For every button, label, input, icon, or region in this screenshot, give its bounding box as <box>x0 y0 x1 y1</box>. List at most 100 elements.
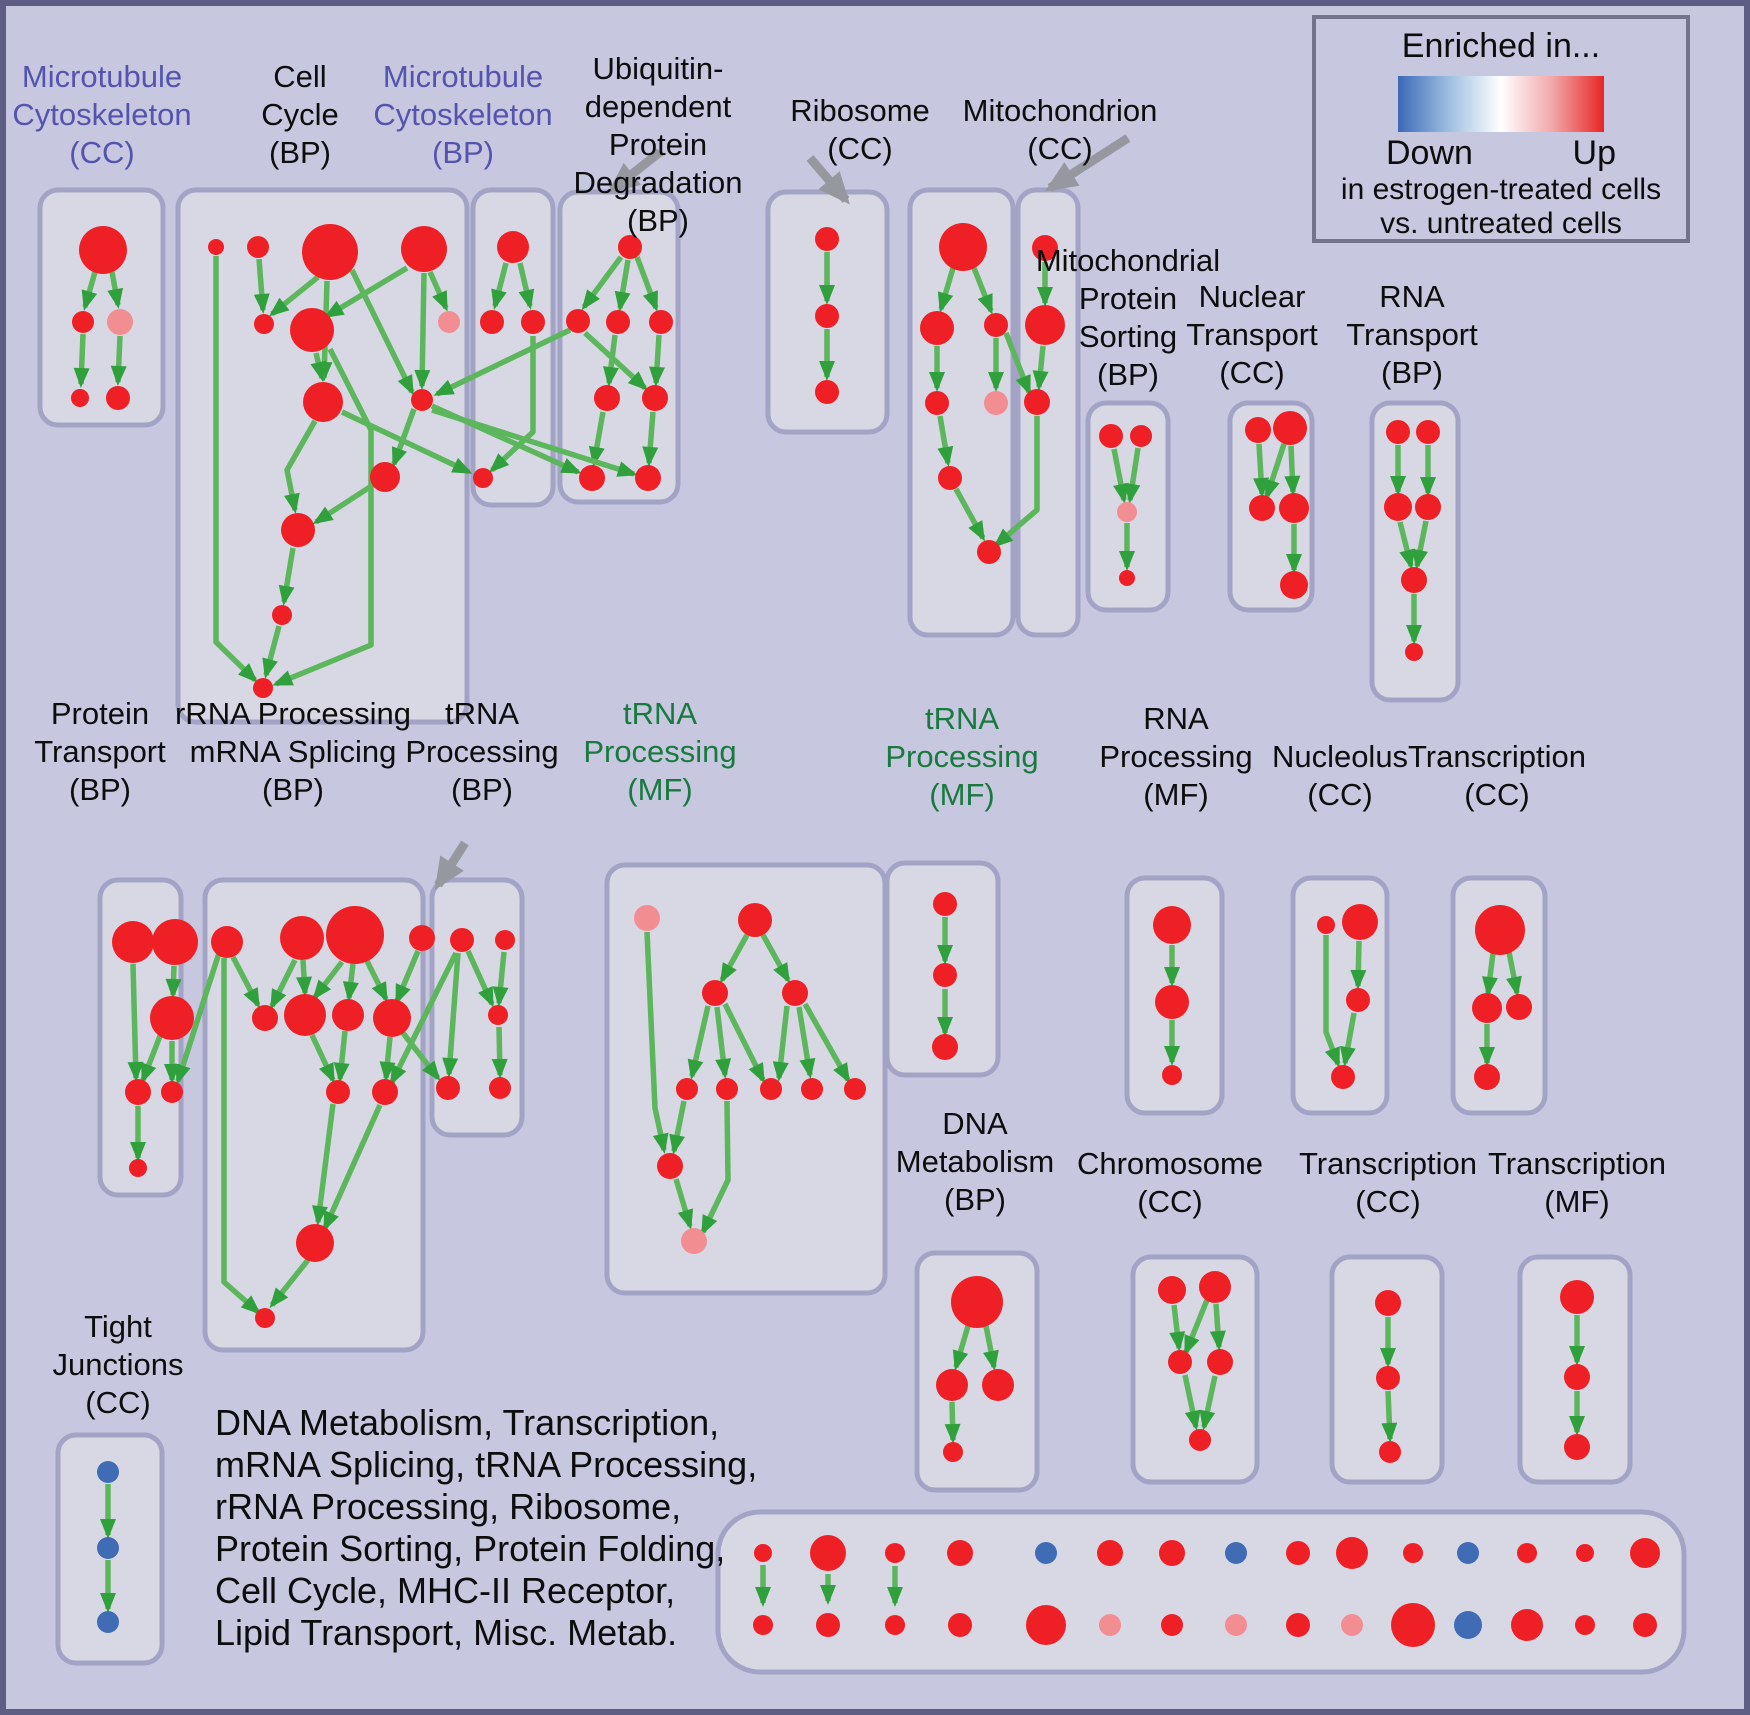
label-mitochondrion-cc: Mitochondrion (CC) <box>880 92 1240 168</box>
node-cell-cycle-bp <box>370 462 400 492</box>
annotation-arrow <box>607 148 663 194</box>
edge-mitochondrial-protein-sorting-bp <box>1124 447 1141 504</box>
node-transcription-cc-bot <box>1375 1290 1401 1316</box>
node-trna-processing-mf-1 <box>634 905 660 931</box>
node-ribosome-cc <box>984 391 1008 415</box>
edge-cell-cycle-bp <box>284 419 318 514</box>
node-chromosome-cc <box>1168 1350 1192 1374</box>
label-line: Chromosome <box>1076 1146 1264 1181</box>
label-mitochondrial-protein-sorting-bp: Mitochondrial Protein Sorting (BP) <box>948 242 1308 394</box>
label-line: DNA <box>942 1106 1008 1141</box>
node-microtubule-cytoskeleton-cc <box>79 226 127 274</box>
node-protein-transport-bp <box>152 919 198 965</box>
label-line: (BP) <box>432 135 494 170</box>
label-line: Processing <box>405 734 559 769</box>
label-line: (CC) <box>1219 355 1285 390</box>
label-line: Processing <box>1099 739 1253 774</box>
dot-bottom <box>1454 1611 1482 1639</box>
node-trna-processing-bp <box>450 928 474 952</box>
node-rna-processing-mf <box>1162 1065 1182 1085</box>
note-line: rRNA Processing, Ribosome, <box>215 1486 682 1527</box>
node-rrna-processing-mrna-splicing-bp <box>326 1080 350 1104</box>
node-nucleolus-cc <box>1317 916 1335 934</box>
edge-microtubule-cytoskeleton-bp <box>517 262 535 310</box>
edge-trna-processing-mf-1 <box>673 1178 694 1230</box>
node-mitochondrial-protein-sorting-bp <box>1130 425 1152 447</box>
label-line: (MF) <box>1544 1184 1610 1219</box>
edge-trna-processing-mf-1 <box>772 1005 790 1082</box>
label-line: (BP) <box>69 772 131 807</box>
edge-cell-cycle-bp <box>268 274 320 317</box>
edge-cell-cycle-bp <box>310 352 327 382</box>
edge-microtubule-cytoskeleton-bp <box>489 336 536 473</box>
label-line: tRNA <box>924 701 1000 736</box>
label-line: Metabolism <box>895 1144 1055 1179</box>
box-chromosome-cc <box>1130 1254 1260 1485</box>
label-line: (CC) <box>1355 1184 1421 1219</box>
label-line: Ubiquitin- <box>592 51 724 86</box>
label-line: Nuclear <box>1198 279 1306 314</box>
node-rna-transport-bp <box>1386 420 1410 444</box>
label-line: (CC) <box>85 1385 151 1420</box>
node-nucleolus-cc <box>1342 904 1378 940</box>
node-mitochondrial-protein-sorting-bp <box>1119 570 1135 586</box>
node-nuclear-transport-cc <box>1249 495 1275 521</box>
dot-bottom <box>885 1615 905 1635</box>
node-rrna-processing-mrna-splicing-bp <box>373 999 411 1037</box>
label-line: Cell <box>273 59 327 94</box>
label-line: (BP) <box>269 135 331 170</box>
label-line: Cytoskeleton <box>12 97 192 132</box>
node-mitochondrion-cc <box>1025 305 1065 345</box>
node-transcription-mf-bot <box>1564 1364 1590 1390</box>
edge-nucleolus-cc <box>1350 940 1367 990</box>
node-trna-processing-mf-1 <box>702 980 728 1006</box>
label-microtubule-cytoskeleton-cc: Microtubule Cytoskeleton (CC) <box>0 58 282 172</box>
legend-down-up-row: Down Up <box>1386 134 1616 173</box>
edge-microtubule-cytoskeleton-cc <box>81 271 98 311</box>
dot-top <box>1336 1537 1368 1569</box>
label-rna-processing-mf: RNA Processing (MF) <box>996 700 1356 814</box>
node-nuclear-transport-cc <box>1279 493 1309 523</box>
edge-transcription-cc-mid <box>1506 951 1522 997</box>
edge-cell-cycle-bp <box>253 258 270 314</box>
note-line: mRNA Splicing, tRNA Processing, <box>215 1444 758 1485</box>
edge-protein-transport-bp <box>165 965 182 999</box>
node-mitochondrion-cc <box>1024 389 1050 415</box>
label-line: Transcription <box>1298 1146 1478 1181</box>
node-chromosome-cc <box>1158 1276 1186 1304</box>
dot-bottom <box>816 1613 840 1637</box>
label-line: Transport <box>34 734 166 769</box>
label-line: Nucleolus <box>1271 739 1409 774</box>
node-cell-cycle-bp <box>272 605 292 625</box>
node-ubiquitin-degradation-bp-right <box>815 304 839 328</box>
label-line: (BP) <box>1097 357 1159 392</box>
node-ubiquitin-degradation-bp-left <box>649 310 673 334</box>
dot-bottom <box>1341 1614 1363 1636</box>
edge-dna-metabolism-bp <box>944 1401 961 1444</box>
node-nuclear-transport-cc <box>1245 417 1271 443</box>
node-ribosome-cc <box>939 223 987 271</box>
edge-cell-cycle-bp <box>323 265 409 319</box>
dot-top <box>885 1543 905 1563</box>
edge-chromosome-cc <box>1182 1374 1201 1431</box>
note-line: Protein Sorting, Protein Folding, <box>215 1528 726 1569</box>
cross-edge <box>175 952 222 1085</box>
edge-chromosome-cc <box>1183 1298 1210 1356</box>
node-rna-transport-bp <box>1401 567 1427 593</box>
edge-trna-processing-bp <box>442 952 461 1078</box>
node-ubiquitin-degradation-bp-right <box>815 380 839 404</box>
node-cell-cycle-bp <box>411 389 433 411</box>
node-protein-transport-bp <box>112 921 154 963</box>
node-cell-cycle-bp <box>401 226 447 272</box>
label-transcription-mf-bot: Transcription (MF) <box>1397 1145 1750 1221</box>
dot-bottom <box>1225 1614 1247 1636</box>
edge-rrna-processing-mrna-splicing-bp <box>322 1103 383 1232</box>
node-cell-cycle-bp <box>438 311 460 333</box>
label-line: RNA <box>1143 701 1209 736</box>
node-ubiquitin-degradation-bp-left <box>642 385 668 411</box>
label-line: (BP) <box>451 772 513 807</box>
dot-bottom <box>1391 1603 1435 1647</box>
node-rna-processing-mf <box>1155 985 1189 1019</box>
node-chromosome-cc <box>1207 1349 1233 1375</box>
node-rna-processing-mf <box>1153 906 1191 944</box>
